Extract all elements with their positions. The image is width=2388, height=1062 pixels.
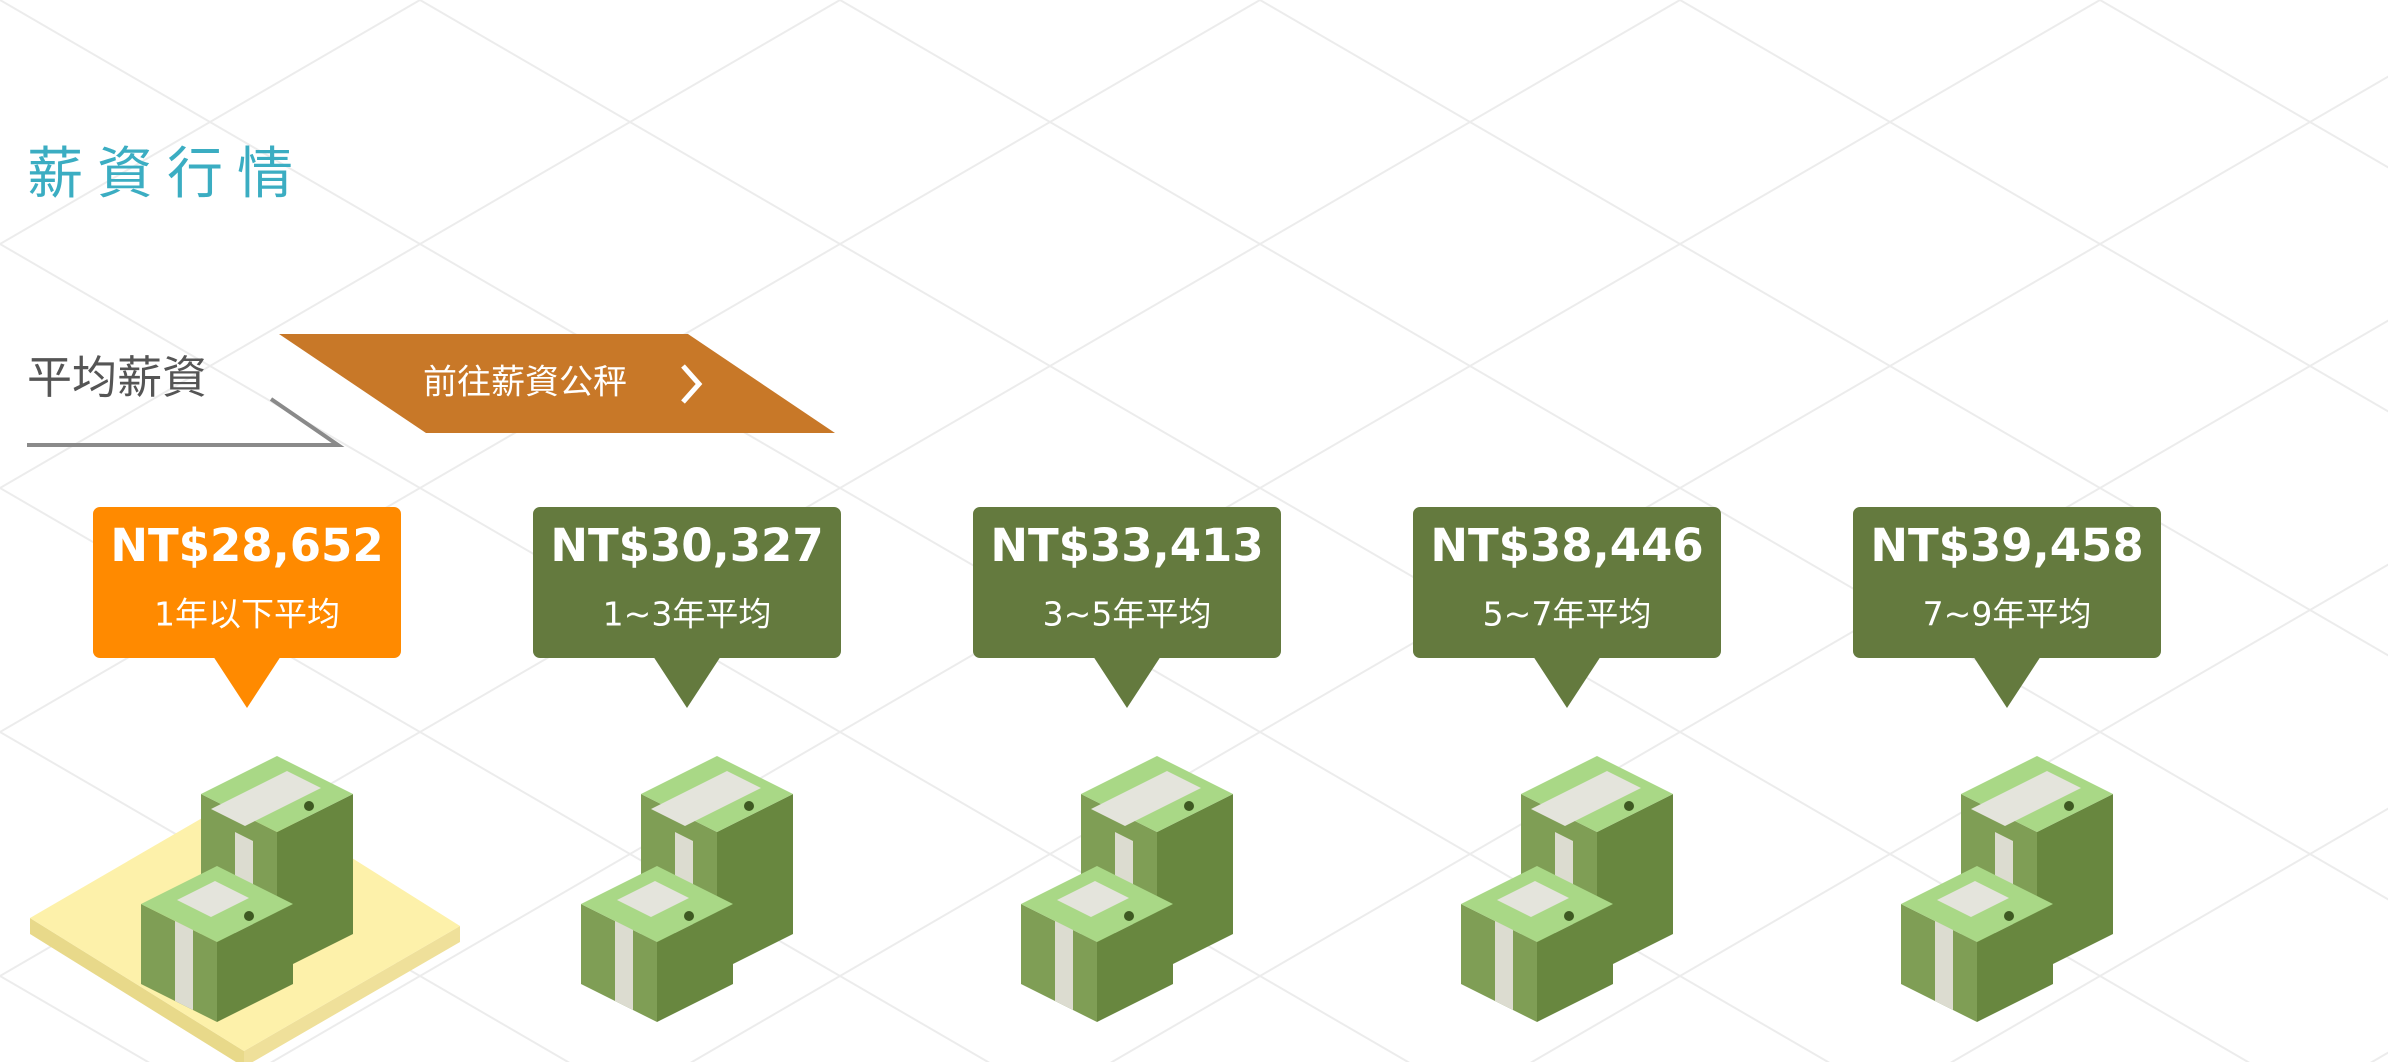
button-text: 前往薪資公秤 xyxy=(423,363,627,403)
section-title: 薪資行情 xyxy=(27,142,307,207)
salary-amount: NT$38,446 xyxy=(1430,519,1703,572)
salary-period: 1~3年平均 xyxy=(603,595,772,634)
salary-label: 平均薪資 xyxy=(27,351,207,404)
salary-amount: NT$28,652 xyxy=(110,519,383,572)
salary-period: 5~7年平均 xyxy=(1483,595,1652,634)
salary-amount: NT$33,413 xyxy=(990,519,1263,572)
salary-amount: NT$30,327 xyxy=(550,519,823,572)
salary-period: 7~9年平均 xyxy=(1923,595,2092,634)
salary-amount: NT$39,458 xyxy=(1870,519,2143,572)
page: 薪資行情 平均薪資 前往薪資公秤 NT$28,652 1年以下平均 NT$30,32… xyxy=(0,0,2388,1062)
salary-period: 1年以下平均 xyxy=(154,595,340,634)
salary-section: 薪資行情 平均薪資 前往薪資公秤 NT$28,652 1年以下平均 NT$30,32… xyxy=(0,0,2388,1062)
salary-period: 3~5年平均 xyxy=(1043,595,1212,634)
